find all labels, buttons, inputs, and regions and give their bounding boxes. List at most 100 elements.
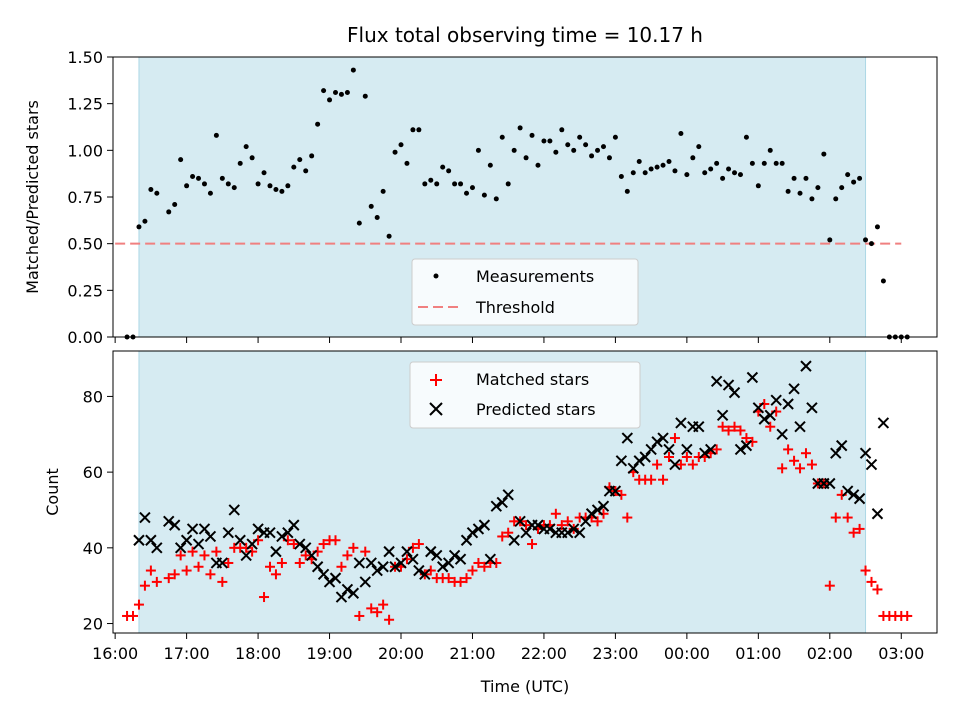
predicted-stars-point	[836, 439, 848, 452]
measurement-point	[565, 142, 571, 148]
predicted-stars-point	[585, 508, 598, 520]
predicted-stars-point	[782, 398, 794, 410]
predicted-stars-point	[776, 428, 788, 440]
matched-stars-point	[800, 448, 811, 459]
y-tick-label: 0.50	[67, 235, 103, 254]
matched-stars-point	[145, 565, 156, 576]
measurement-point	[851, 179, 857, 185]
y-tick-label: 80	[83, 387, 103, 406]
y-tick-label: 1.00	[67, 141, 103, 160]
predicted-stars-point	[865, 458, 878, 471]
predicted-stars-point	[871, 508, 884, 520]
predicted-stars-point	[288, 519, 300, 531]
predicted-stars-point	[657, 432, 669, 444]
predicted-stars-point	[323, 576, 336, 588]
predicted-stars-point	[234, 534, 246, 546]
predicted-stars-point	[341, 583, 354, 596]
predicted-stars-point	[198, 523, 211, 535]
predicted-stars-point	[335, 591, 348, 603]
x-tick-label: 00:00	[664, 644, 710, 663]
measurement-point	[791, 175, 797, 181]
matched-stars-point	[562, 516, 573, 527]
predicted-stars-point	[174, 542, 187, 554]
top-legend: Measurements Threshold	[411, 258, 639, 326]
matched-stars-point	[806, 459, 817, 470]
matched-stars-point	[872, 584, 883, 595]
predicted-stars-point	[704, 443, 717, 456]
predicted-stars-point	[514, 515, 526, 528]
measurement-point	[196, 175, 202, 181]
predicted-stars-point	[359, 576, 371, 588]
matched-stars-point	[348, 542, 359, 553]
predicted-stars-point	[442, 557, 455, 569]
measurement-point	[517, 125, 523, 131]
predicted-stars-point	[502, 489, 514, 501]
predicted-stars-point	[395, 557, 407, 569]
predicted-stars-point	[853, 492, 866, 505]
matched-stars-point	[366, 603, 377, 614]
matched-stars-point	[163, 573, 174, 584]
measurement-point	[321, 88, 327, 94]
measurement-point	[880, 278, 886, 284]
matched-stars-point	[652, 459, 663, 470]
measurement-point	[571, 147, 577, 153]
x-tick-label: 16:00	[92, 644, 138, 663]
matched-stars-point	[342, 550, 353, 561]
y-tick-label: 60	[83, 463, 103, 482]
measurement-point	[642, 170, 648, 176]
measurement-point	[714, 160, 720, 166]
matched-stars-point	[193, 561, 204, 572]
measurement-point	[618, 173, 624, 179]
measurement-point	[344, 89, 350, 95]
predicted-stars-point	[151, 542, 163, 554]
matched-stars-point	[789, 455, 800, 466]
measurement-point	[785, 188, 791, 194]
matched-stars-point	[181, 565, 192, 576]
measurement-point	[458, 181, 464, 187]
x-tick-label: 21:00	[449, 644, 495, 663]
measurement-point	[857, 175, 863, 181]
matched-stars-point	[658, 474, 669, 485]
predicted-stars-point	[407, 553, 419, 565]
predicted-stars-point	[317, 568, 330, 581]
measurement-point	[475, 147, 481, 153]
matched-stars-point	[318, 539, 329, 550]
measurement-point	[410, 127, 416, 133]
predicted-stars-point	[675, 417, 687, 429]
measurement-point	[327, 97, 333, 103]
predicted-stars-point	[734, 443, 747, 456]
measurement-point	[178, 157, 184, 163]
predicted-stars-point	[710, 375, 723, 387]
predicted-stars-point	[794, 420, 806, 433]
measurement-point	[184, 183, 190, 189]
predicted-stars-point	[651, 436, 663, 448]
measurement-point	[833, 196, 839, 202]
predicted-stars-point	[472, 523, 485, 535]
measurement-point	[452, 181, 458, 187]
x-tick-label: 22:00	[521, 644, 567, 663]
measurement-point	[172, 201, 178, 207]
measurement-point	[434, 181, 440, 187]
matched-stars-point	[860, 565, 871, 576]
bottom-axes-frame	[112, 350, 938, 634]
measurement-point	[630, 170, 636, 176]
matched-stars-point	[675, 459, 686, 470]
predicted-stars-point	[633, 455, 645, 467]
matched-stars-point	[443, 573, 454, 584]
y-tick-label: 1.25	[67, 95, 103, 114]
measurement-point	[702, 170, 708, 176]
predicted-stars-point	[389, 561, 401, 573]
measurement-point	[761, 160, 767, 166]
measurement-point	[237, 160, 243, 166]
measurement-point	[481, 192, 487, 198]
matched-stars-point	[848, 527, 859, 538]
predicted-stars-point	[246, 538, 258, 550]
predicted-stars-point	[305, 549, 318, 562]
measurement-point	[285, 183, 291, 189]
x-axis-label: Time (UTC)	[480, 677, 569, 696]
matched-stars-point	[205, 569, 216, 580]
matched-stars-point	[795, 463, 806, 474]
measurement-point	[863, 237, 869, 243]
measurement-point	[350, 67, 356, 73]
legend-predicted-marker	[429, 402, 443, 416]
